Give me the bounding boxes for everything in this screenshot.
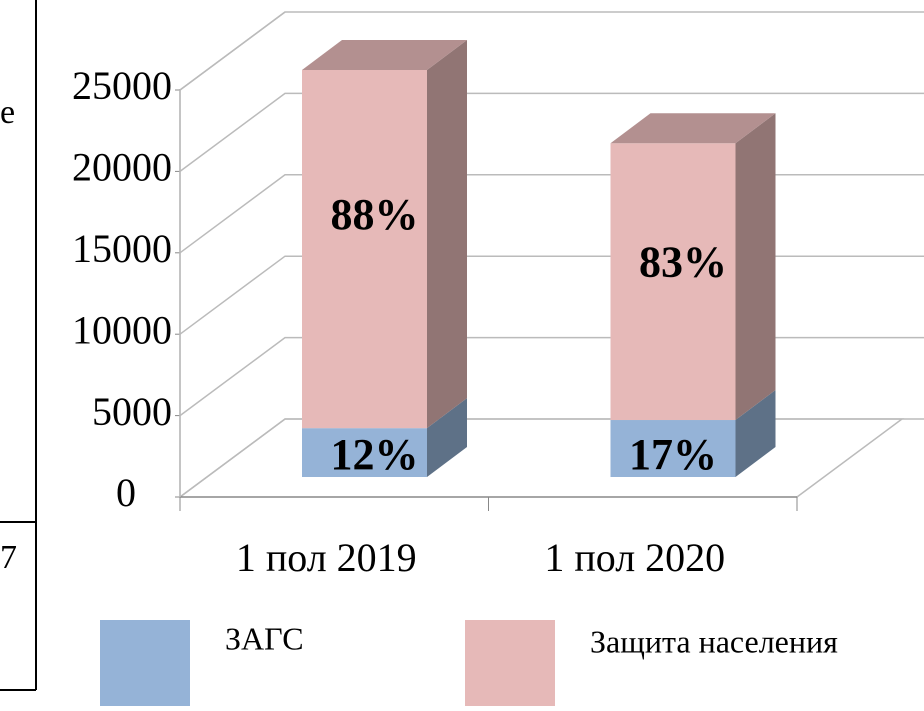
floor xyxy=(179,418,905,498)
wall xyxy=(179,11,286,497)
bar-top xyxy=(302,40,467,70)
x-tick-label: 1 пол 2019 xyxy=(236,535,417,580)
y-tick-label: 20000 xyxy=(72,145,172,190)
legend-label: Защита населения xyxy=(590,623,838,659)
fragment: е xyxy=(0,94,15,131)
data-label: 17% xyxy=(629,430,717,479)
y-tick-label: 10000 xyxy=(72,307,172,352)
y-tick-label: 25000 xyxy=(72,63,172,108)
grid-line xyxy=(179,92,924,173)
grid-line xyxy=(179,336,924,417)
bar-side xyxy=(735,390,776,477)
x-tick-label: 1 пол 2020 xyxy=(544,535,725,580)
bar xyxy=(302,70,427,429)
data-label: 12% xyxy=(331,430,419,479)
bar-side xyxy=(735,113,776,421)
y-tick-label: 5000 xyxy=(92,389,172,434)
bar xyxy=(610,420,736,477)
bar-side xyxy=(427,398,467,477)
grid-line xyxy=(179,174,924,254)
grid-line xyxy=(179,255,924,335)
grid-line xyxy=(179,11,924,91)
bar xyxy=(610,143,736,421)
bar xyxy=(302,428,427,477)
bar-top xyxy=(610,113,776,144)
legend-swatch xyxy=(100,620,190,706)
bar-side xyxy=(427,40,467,429)
fragment: 7 xyxy=(0,539,17,576)
legend-label: ЗАГС xyxy=(225,620,304,656)
y-tick-label: 15000 xyxy=(72,226,172,271)
data-label: 88% xyxy=(331,190,419,239)
data-label: 83% xyxy=(639,238,727,287)
y-tick-label: 0 xyxy=(116,470,136,515)
legend-swatch xyxy=(465,620,555,706)
